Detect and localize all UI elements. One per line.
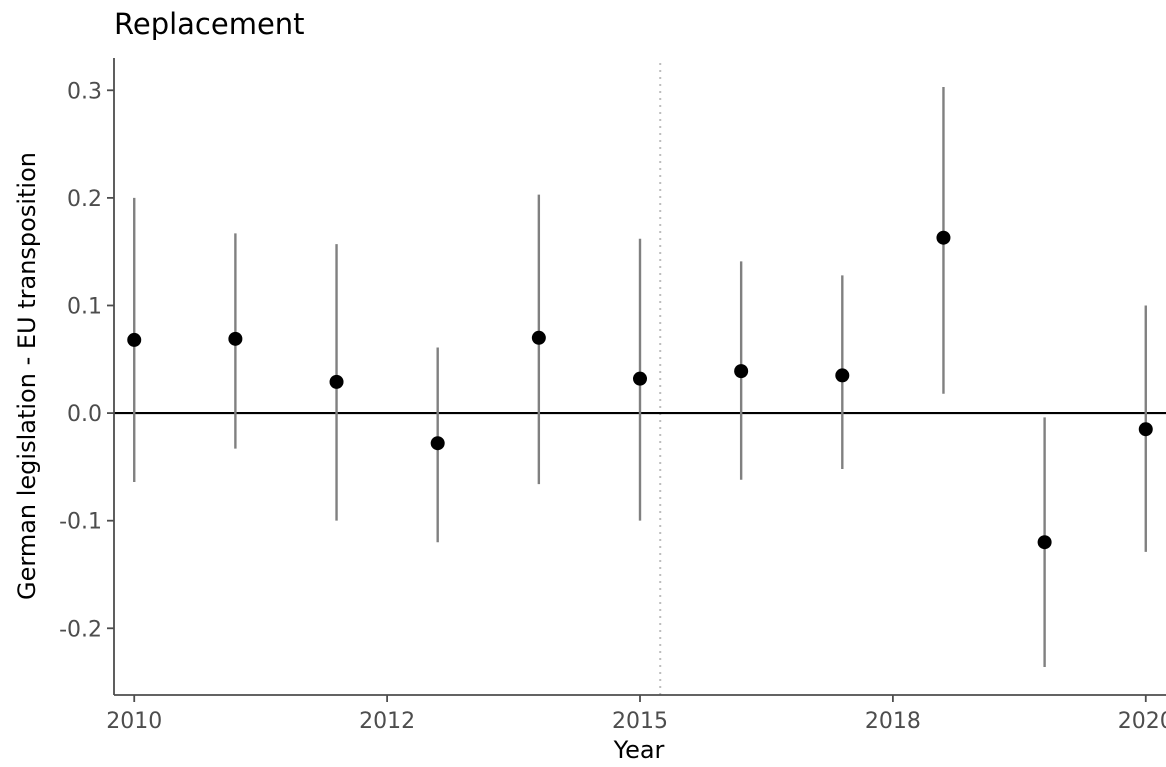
y-axis-ticks: 0.3 0.2 0.1 0.0 -0.1 -0.2 xyxy=(59,79,114,642)
x-axis-label: Year xyxy=(613,736,665,764)
y-tick-label: 0.3 xyxy=(67,79,102,104)
x-tick-label: 2020 xyxy=(1118,709,1166,734)
x-tick-label: 2015 xyxy=(612,709,668,734)
point-estimate xyxy=(430,436,445,451)
y-tick-label: 0.2 xyxy=(67,187,102,212)
x-tick-label: 2018 xyxy=(865,709,921,734)
y-tick-label: -0.2 xyxy=(59,617,102,642)
point-estimate xyxy=(734,364,749,379)
y-tick-label: 0.1 xyxy=(67,294,102,319)
y-tick-label: -0.1 xyxy=(59,510,102,535)
y-axis-label: German legislation - EU transposition xyxy=(13,152,41,600)
point-estimate xyxy=(228,331,243,346)
point-estimate xyxy=(1037,535,1052,550)
x-tick-label: 2010 xyxy=(106,709,162,734)
point-estimate xyxy=(127,332,142,347)
point-estimate xyxy=(633,371,647,386)
y-tick-label: 0.0 xyxy=(67,402,102,427)
chart-title: Replacement xyxy=(114,7,305,41)
point-estimate xyxy=(531,330,546,345)
point-estimate xyxy=(936,230,951,245)
point-estimates xyxy=(127,230,1153,550)
point-estimate xyxy=(329,374,344,389)
point-estimate xyxy=(835,368,850,383)
point-estimate xyxy=(1138,422,1153,437)
x-axis-ticks: 2010 2012 2015 2018 2020 xyxy=(106,695,1166,734)
x-tick-label: 2012 xyxy=(359,709,415,734)
